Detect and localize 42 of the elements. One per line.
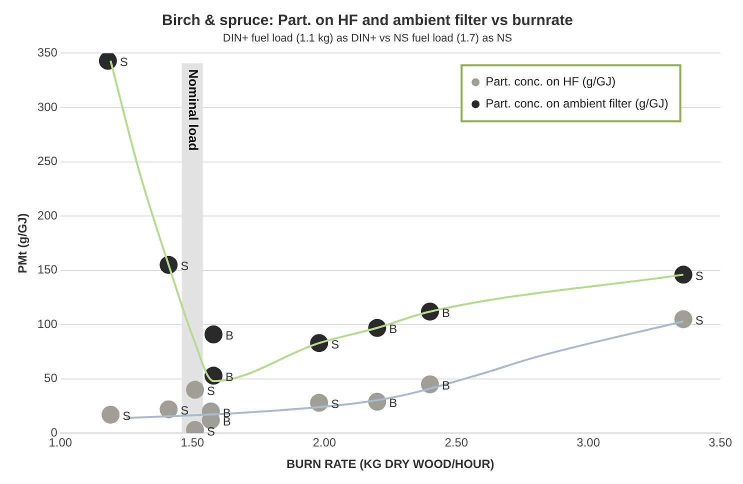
annotation: B (389, 396, 398, 410)
annotation: S (180, 259, 189, 274)
legend-label: Part. conc. on ambient filter (g/GJ) (486, 96, 668, 111)
y-tick-label: 50 (44, 371, 58, 386)
x-tick-label: 1.50 (180, 436, 204, 450)
legend-label: Part. conc. on HF (g/GJ) (486, 74, 616, 89)
x-tick-label: 3.00 (576, 436, 600, 450)
y-tick-label: 300 (37, 100, 58, 114)
y-tick-label: 200 (37, 208, 58, 222)
y-tick-label: 100 (37, 316, 58, 331)
annotation: S (695, 269, 704, 283)
annotation: S (331, 397, 340, 412)
annotation: S (120, 55, 128, 70)
annotation: S (331, 337, 340, 352)
point (674, 310, 692, 328)
point (204, 325, 223, 344)
annotation: S (695, 314, 704, 328)
chart-subtitle: DIN+ fuel load (1.1 kg) as DIN+ vs NS fuel load (1.7) as NS (222, 32, 512, 45)
point (98, 53, 117, 70)
point (186, 380, 204, 399)
x-tick-label: 2.00 (312, 436, 336, 450)
annotation: S (207, 384, 216, 398)
point (160, 400, 178, 418)
x-axis-title: BURN RATE (KG DRY WOOD/HOUR) (286, 457, 494, 472)
y-axis-title: PMt (g/GJ) (16, 213, 30, 274)
y-tick-label: 350 (37, 46, 58, 60)
x-tick-label: 2.50 (444, 436, 468, 450)
point (102, 406, 120, 424)
point (674, 266, 692, 284)
annotation: B (226, 328, 234, 343)
annotation: S (207, 424, 216, 438)
annotation: B (442, 306, 450, 320)
chart-title: Birch & spruce: Part. on HF and ambient filter vs burnrate (162, 12, 573, 30)
annotation: B (389, 322, 398, 336)
annotation: B (442, 378, 450, 393)
band-label: Nominal load (186, 69, 201, 151)
y-tick-label: 250 (37, 154, 58, 168)
annotation: S (180, 404, 189, 418)
annotation: S (122, 409, 131, 424)
x-tick-label: 3.50 (708, 436, 732, 450)
x-tick-label: 1.00 (48, 436, 72, 450)
y-tick-label: 150 (37, 262, 58, 277)
